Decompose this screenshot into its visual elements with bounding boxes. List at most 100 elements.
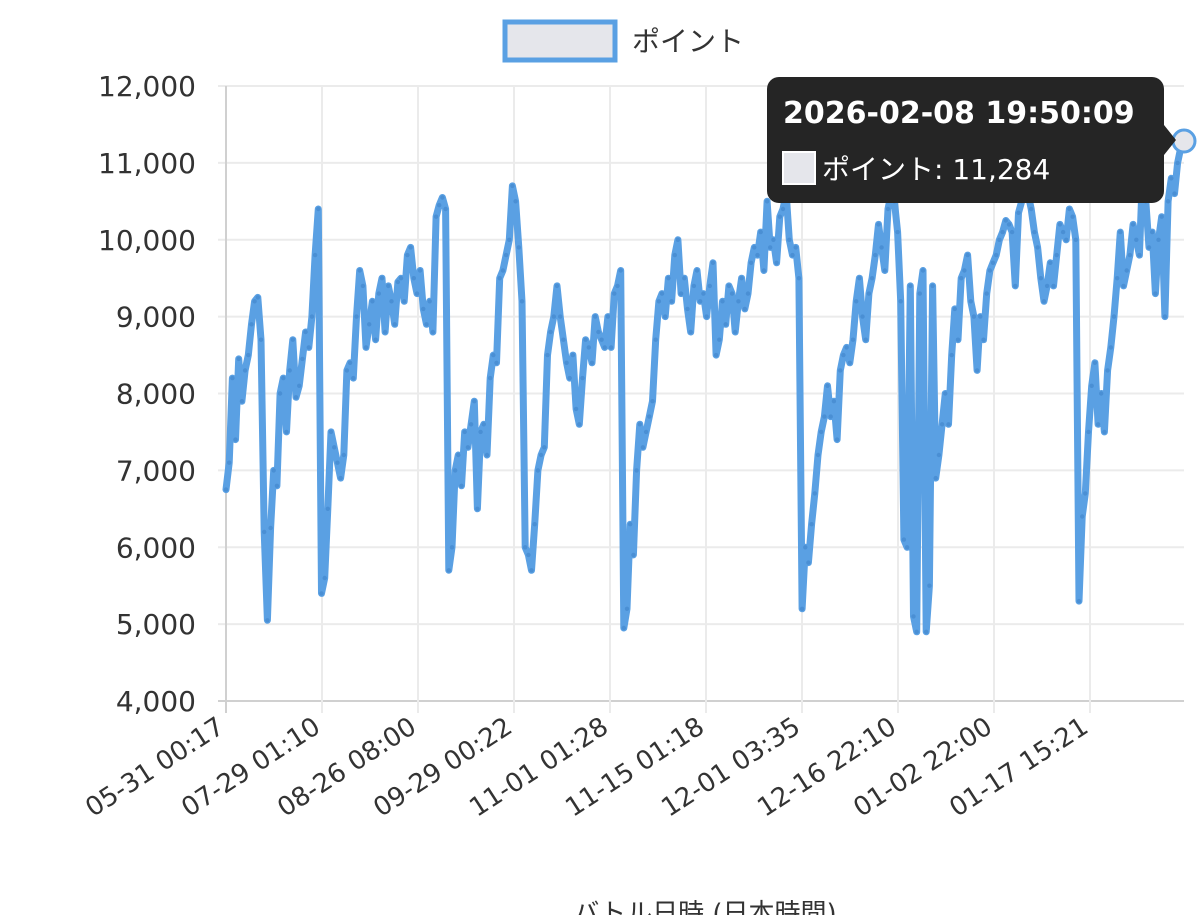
data-point: [927, 583, 932, 588]
data-point: [551, 314, 556, 319]
data-point: [370, 299, 375, 304]
data-point: [1089, 383, 1094, 388]
data-point: [236, 356, 241, 362]
data-point: [262, 529, 267, 535]
data-point: [682, 276, 687, 281]
data-point: [271, 468, 276, 473]
data-point: [306, 345, 311, 350]
data-point: [809, 522, 814, 527]
data-point: [1159, 214, 1164, 219]
data-point: [943, 391, 948, 396]
data-point: [1095, 422, 1101, 427]
data-point: [398, 276, 404, 281]
data-point: [411, 276, 416, 281]
data-point: [793, 245, 798, 250]
data-point: [612, 291, 617, 296]
data-point: [459, 483, 464, 488]
data-point: [745, 291, 751, 296]
data-point: [462, 429, 467, 435]
data-point: [446, 568, 451, 573]
data-point: [523, 545, 528, 550]
data-point: [949, 352, 954, 358]
data-point: [284, 429, 289, 435]
data-point: [869, 276, 875, 281]
data-point: [984, 291, 989, 296]
data-point: [933, 475, 938, 481]
data-point: [1035, 245, 1040, 250]
data-point: [382, 329, 388, 335]
data-point: [978, 314, 983, 319]
data-point: [1051, 283, 1056, 289]
data-point: [548, 329, 553, 335]
data-point: [596, 329, 601, 335]
data-point: [669, 299, 674, 304]
data-point: [914, 629, 919, 634]
data-point: [577, 422, 582, 427]
data-point: [971, 314, 977, 319]
data-point: [519, 299, 525, 304]
data-point: [535, 468, 541, 473]
data-point: [717, 337, 722, 342]
data-point: [227, 460, 232, 465]
data-point: [1124, 268, 1129, 273]
data-point: [663, 314, 668, 319]
data-point: [831, 399, 837, 404]
data-point: [513, 199, 518, 204]
active-data-point[interactable]: [1171, 128, 1197, 154]
data-point: [252, 299, 257, 304]
data-point: [771, 237, 776, 242]
data-point: [456, 452, 461, 458]
y-tick-label: 6,000: [116, 531, 196, 564]
data-point: [819, 429, 824, 435]
data-point: [1137, 252, 1142, 258]
data-point: [503, 252, 509, 258]
data-point: [268, 525, 273, 531]
data-point: [1013, 283, 1018, 289]
data-point: [605, 314, 611, 319]
data-point: [1175, 160, 1180, 166]
data-point: [376, 291, 381, 296]
data-point: [726, 283, 732, 289]
legend[interactable]: ポイント: [502, 19, 744, 63]
data-point: [542, 445, 547, 450]
data-point: [930, 283, 935, 289]
data-point: [885, 206, 891, 212]
data-point: [1067, 206, 1072, 212]
data-point: [233, 437, 238, 442]
data-point: [593, 314, 598, 319]
plot-area[interactable]: [222, 128, 1197, 636]
data-point: [621, 625, 626, 631]
data-point: [440, 195, 445, 200]
data-point: [373, 337, 378, 342]
data-point: [994, 252, 999, 258]
data-point: [249, 322, 254, 327]
data-point: [1006, 222, 1012, 227]
data-point: [338, 475, 343, 481]
data-point: [736, 299, 741, 304]
data-point: [281, 375, 286, 381]
tooltip-label: ポイント: 11,284: [822, 153, 1050, 186]
data-point: [433, 214, 439, 219]
data-point: [570, 352, 576, 358]
data-point: [688, 329, 693, 335]
data-point: [672, 252, 677, 258]
data-point: [567, 375, 572, 381]
data-point: [417, 268, 423, 273]
data-point: [968, 299, 973, 304]
data-point: [1057, 222, 1063, 227]
data-point: [293, 395, 299, 400]
data-point: [898, 299, 903, 304]
data-point: [287, 368, 292, 373]
data-point: [685, 306, 690, 312]
data-point: [265, 618, 270, 623]
data-point: [624, 606, 630, 611]
data-point: [939, 422, 945, 427]
data-point: [1156, 237, 1161, 242]
data-point: [904, 545, 910, 550]
data-point: [815, 452, 821, 458]
data-point: [437, 203, 442, 208]
data-point: [803, 545, 808, 550]
data-point: [1121, 283, 1126, 289]
